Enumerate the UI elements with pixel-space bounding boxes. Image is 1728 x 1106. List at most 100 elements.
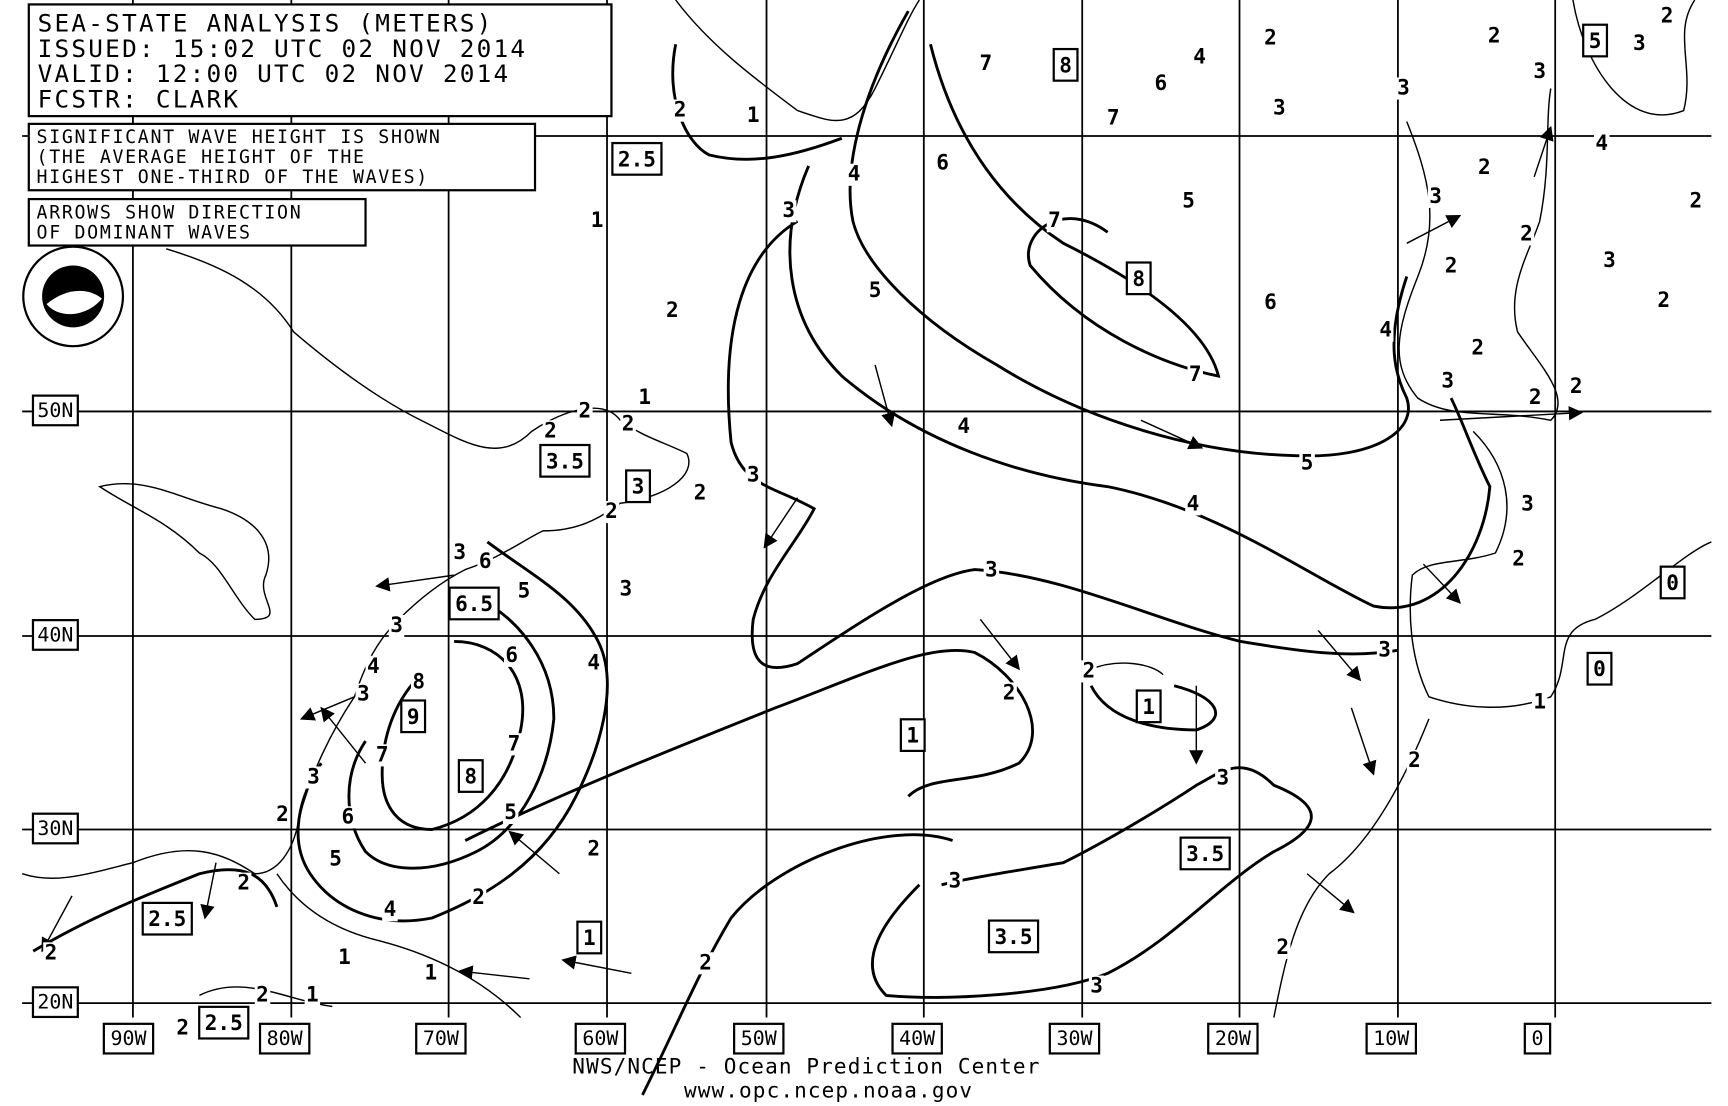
contour-label: 3 (307, 764, 320, 789)
contour-label-bg (470, 887, 487, 910)
note-box (27, 122, 537, 192)
boxed-height-label-box (1659, 565, 1686, 600)
contour-label-bg (423, 962, 439, 985)
contour-label: 6 (505, 642, 518, 667)
contour-label-bg (327, 848, 344, 871)
contour-label-bg (1440, 370, 1456, 393)
contour-label-bg (1185, 493, 1201, 516)
contour-label: 2 (1003, 679, 1016, 704)
footer-line: www.opc.ncep.noaa.gov (684, 1078, 973, 1103)
latitude-label-text: 40N (37, 623, 73, 646)
latitude-label-text: 30N (37, 817, 73, 840)
longitude-label: 10W (1365, 1022, 1418, 1055)
contour-label: 5 (518, 578, 531, 603)
longitude-label-box (733, 1022, 785, 1055)
contour-label: 3 (1217, 765, 1230, 790)
contour-label-bg (1376, 639, 1393, 662)
contour-label-bg (1153, 72, 1169, 96)
contour-label: 1 (747, 102, 760, 127)
longitude-label: 40W (891, 1022, 943, 1055)
contour-label: 2 (472, 884, 485, 909)
contour-label-bg (235, 872, 252, 895)
longitude-label: 90W (102, 1022, 155, 1055)
contour-label-bg (603, 501, 620, 524)
boxed-height-label: 3.5 (539, 443, 591, 478)
contour-label: 4 (384, 896, 397, 921)
boxed-height-label-box (141, 901, 193, 936)
longitude-label-box (891, 1022, 943, 1055)
note-line: SIGNIFICANT WAVE HEIGHT IS SHOWN (37, 127, 442, 148)
longitude-label-text: 0 (1531, 1027, 1543, 1050)
wave-arrows (41, 125, 1584, 980)
contour-label: 4 (587, 650, 600, 675)
contour-label: 2 (605, 498, 618, 523)
boxed-height-label: 5 (1582, 23, 1609, 58)
contour-label: 3 (1397, 74, 1410, 99)
contour-label-bg (388, 614, 405, 638)
contour-label: 3 (453, 539, 466, 564)
contour-label-bg (1299, 452, 1315, 475)
boxed-height-label-text: 5 (1589, 28, 1602, 53)
contour-label-bg (1180, 190, 1197, 213)
latitude-label: 20N (31, 986, 79, 1019)
longitude-label-text: 20W (1215, 1027, 1251, 1050)
latitude-label: 40N (31, 619, 79, 651)
header-box (27, 3, 613, 118)
contour-label: 4 (957, 413, 970, 438)
contour-label-bg (1088, 975, 1105, 998)
contour-label-bg (664, 299, 681, 322)
contour-label: 2 (694, 479, 707, 504)
contour-label: 3 (1441, 368, 1454, 393)
contour-label-bg (1191, 46, 1208, 69)
contour-label-bg (254, 984, 271, 1007)
contour-label-bg (577, 400, 593, 423)
contour-label: 3 (620, 576, 633, 601)
boxed-height-label-text: 2.5 (618, 146, 656, 171)
coastlines (21, 0, 1712, 1019)
boxed-height-label: 0 (1659, 565, 1686, 600)
contour-label: 3 (1090, 973, 1103, 998)
contour-label: 2 (1264, 25, 1277, 50)
boxed-height-label-box (457, 759, 484, 793)
contour-label-bg (1262, 27, 1279, 50)
longitude-label-text: 40W (899, 1027, 935, 1050)
contour-label: 3 (1521, 490, 1534, 515)
contour-label-bg (620, 413, 636, 436)
contour-label: 2 (256, 981, 269, 1006)
note-line: OF DOMINANT WAVES (37, 222, 252, 243)
contour-label-bg (477, 550, 493, 573)
boxed-height-label: 8 (457, 759, 484, 793)
footer-line: NWS/NCEP - Ocean Prediction Center (572, 1053, 1040, 1078)
contour-label-bg (846, 163, 862, 186)
boxed-height-label-box (1582, 23, 1609, 58)
latitude-label: 50N (31, 394, 79, 427)
contour-label: 2 (1478, 154, 1491, 179)
contour-label: 6 (341, 803, 354, 828)
boxed-height-label: 3.5 (1179, 836, 1231, 871)
contour-label: 6 (1264, 289, 1277, 314)
boxed-height-label: 3.5 (987, 919, 1040, 954)
contour-label-bg (1568, 376, 1584, 399)
contour-label: 2 (1488, 23, 1501, 48)
boxed-height-label: 1 (899, 718, 926, 753)
contour-label: 7 (1048, 207, 1061, 232)
boxed-height-label-text: 8 (1132, 266, 1145, 291)
contour-label-bg (1531, 60, 1548, 83)
contour-label-bg (1688, 190, 1704, 213)
longitude-label-text: 50W (741, 1027, 777, 1050)
longitude-label-box (415, 1022, 467, 1055)
boxed-height-label-box (1135, 689, 1162, 724)
contour-label-bg (1518, 223, 1535, 246)
boxed-height-label-text: 3.5 (546, 448, 584, 473)
boxed-height-label: 0 (1586, 651, 1613, 686)
contour-label-bg (1274, 936, 1291, 959)
contour-label: 5 (1301, 449, 1314, 474)
contour-label-bg (867, 279, 883, 302)
contour-label: 7 (980, 50, 993, 75)
contour-label-bg (934, 152, 951, 175)
contour-label: 6 (479, 548, 492, 573)
contour-label-bg (506, 733, 522, 756)
boxed-height-label-box (611, 141, 663, 176)
boxed-height-label-text: 1 (583, 925, 596, 950)
contour-label: 2 (699, 949, 712, 974)
